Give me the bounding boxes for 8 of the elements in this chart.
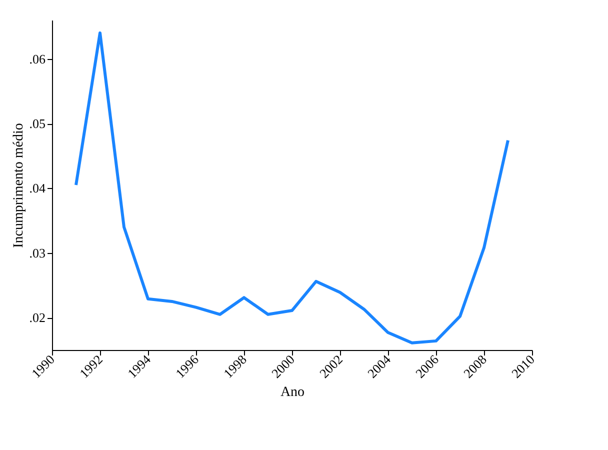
y-tick-label: .05 [29,116,46,132]
line-series [74,31,510,344]
y-axis-title: Incumprimento médio [11,123,26,248]
y-tick-label: .02 [29,310,46,326]
y-tick-label: .06 [29,51,46,66]
y-tick-label: .03 [29,245,46,260]
x-axis-title: Ano [280,384,305,400]
y-tick-label: .04 [29,180,46,196]
